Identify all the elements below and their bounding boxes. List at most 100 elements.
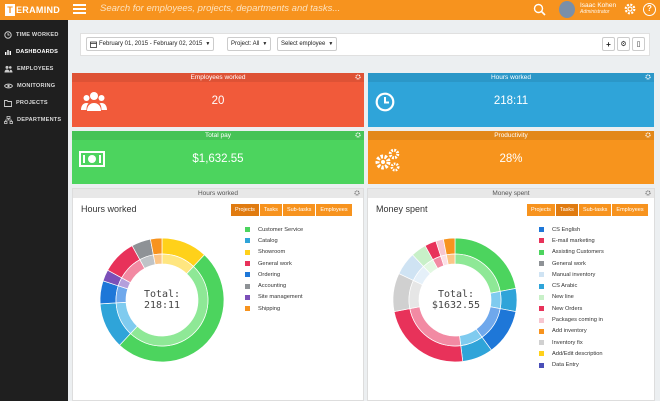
legend-item[interactable]: Manual inventory: [539, 269, 604, 280]
legend-label: Catalog: [258, 237, 278, 244]
hours-legend: Customer Service Catalog Showroom General w…: [245, 224, 303, 314]
tab-projects[interactable]: Projects: [231, 204, 260, 216]
top-bar: T ERAMIND Search for employees, projects…: [0, 0, 660, 20]
panel-header: Hours worked: [197, 190, 239, 197]
hours-worked-panel: Hours worked Hours worked Projects Tasks…: [72, 188, 364, 401]
avatar[interactable]: [559, 1, 575, 18]
money-spent-panel: Money spent Money spent Projects Tasks S…: [367, 188, 655, 401]
employee-select[interactable]: Select employee ▼: [277, 37, 338, 51]
sidebar-item-time-worked[interactable]: TIME WORKED: [0, 26, 68, 43]
project-filter[interactable]: Project: All ▼: [227, 37, 272, 51]
legend-label: Add/Edit description: [552, 350, 603, 357]
teramind-logo[interactable]: T ERAMIND: [0, 0, 68, 20]
tab-sub-tasks[interactable]: Sub-tasks: [282, 204, 317, 216]
legend-item[interactable]: Site management: [245, 292, 303, 303]
legend-item[interactable]: CS Arabic: [539, 280, 604, 291]
legend-item[interactable]: E-mail marketing: [539, 235, 604, 246]
legend-swatch: [245, 306, 250, 312]
money-icon: [79, 151, 105, 167]
sidebar-item-departments[interactable]: DEPARTMENTS: [0, 111, 68, 128]
sidebar-item-label: DEPARTMENTS: [17, 116, 62, 123]
legend-item[interactable]: Accounting: [245, 280, 303, 291]
legend-item[interactable]: Shipping: [245, 303, 303, 314]
settings-button[interactable]: ⚙: [617, 37, 630, 51]
gear-icon[interactable]: [355, 74, 361, 80]
legend-label: General work: [552, 260, 586, 267]
legend-item[interactable]: Add/Edit description: [539, 348, 604, 359]
hours-inner-segment[interactable]: [152, 253, 163, 266]
sidebar-item-employees[interactable]: EMPLOYEES: [0, 60, 68, 77]
total-label: Total:: [143, 289, 181, 300]
legend-item[interactable]: General work: [245, 258, 303, 269]
total-value: $1632.55: [431, 300, 481, 311]
legend-label: Manual inventory: [552, 271, 596, 278]
legend-item[interactable]: Add inventory: [539, 326, 604, 337]
legend-item[interactable]: General work: [539, 258, 604, 269]
gear-icon[interactable]: [354, 190, 360, 196]
date-range-picker[interactable]: February 01, 2015 - February 02, 2015 ▼: [86, 37, 215, 51]
legend-label: E-mail marketing: [552, 237, 595, 244]
tab-sub-tasks[interactable]: Sub-tasks: [578, 204, 613, 216]
tab-tasks[interactable]: Tasks: [259, 204, 283, 216]
legend-item[interactable]: Customer Service: [245, 224, 303, 235]
legend-item[interactable]: Data Entry: [539, 360, 604, 371]
legend-item[interactable]: Packages coming in: [539, 314, 604, 325]
total-label: Total:: [437, 289, 475, 300]
legend-swatch: [539, 328, 544, 334]
legend-item[interactable]: Ordering: [245, 269, 303, 280]
sidebar-item-projects[interactable]: PROJECTS: [0, 94, 68, 111]
legend-item[interactable]: Assisting Customers: [539, 247, 604, 258]
money-legend: CS English E-mail marketing Assisting Cust…: [539, 224, 604, 371]
gear-icon[interactable]: [645, 74, 651, 80]
employees-worked-value: 20: [211, 95, 225, 107]
export-button[interactable]: ▯: [632, 37, 645, 51]
filter-bar: February 01, 2015 - February 02, 2015 ▼ P…: [80, 33, 650, 56]
legend-label: Data Entry: [552, 362, 579, 369]
chevron-down-icon: ▼: [262, 41, 268, 47]
user-info[interactable]: Isaac Kohen Administrator: [580, 2, 616, 16]
legend-item[interactable]: CS English: [539, 224, 604, 235]
legend-swatch: [245, 249, 250, 255]
card-title: Total pay: [204, 132, 232, 139]
tab-employees[interactable]: Employees: [316, 204, 353, 216]
legend-swatch: [539, 351, 544, 357]
legend-item[interactable]: Inventory fix: [539, 337, 604, 348]
legend-item[interactable]: New line: [539, 292, 604, 303]
legend-label: Inventory fix: [552, 339, 583, 346]
eye-icon: [4, 83, 13, 88]
breakdown-tabs: Projects Tasks Sub-tasks Employees: [527, 204, 649, 216]
legend-label: CS Arabic: [552, 283, 578, 290]
legend-item[interactable]: New Orders: [539, 303, 604, 314]
money-inner-segment[interactable]: [445, 253, 456, 266]
tab-projects[interactable]: Projects: [527, 204, 556, 216]
add-widget-button[interactable]: +: [602, 37, 615, 51]
hamburger-menu-icon[interactable]: [73, 3, 86, 15]
employee-select-label: Select employee: [281, 41, 326, 47]
tab-employees[interactable]: Employees: [612, 204, 649, 216]
legend-swatch: [539, 340, 544, 346]
gear-icon[interactable]: [645, 190, 651, 196]
hours-worked-card: Hours worked 218:11: [368, 73, 654, 127]
gear-icon[interactable]: [645, 132, 651, 138]
legend-item[interactable]: Catalog: [245, 235, 303, 246]
chevron-down-icon: ▼: [328, 41, 334, 47]
sidebar-item-dashboards[interactable]: DASHBOARDS: [0, 43, 68, 60]
money-outer-segment[interactable]: [499, 287, 518, 313]
gear-icon[interactable]: [355, 132, 361, 138]
sitemap-icon: [4, 115, 13, 124]
sidebar-item-label: PROJECTS: [16, 99, 48, 106]
search-input[interactable]: Search for employees, projects, departme…: [100, 3, 341, 14]
legend-swatch: [539, 261, 544, 267]
legend-swatch: [539, 227, 544, 233]
users-group-icon: [81, 92, 107, 111]
help-icon[interactable]: ?: [643, 3, 656, 16]
legend-swatch: [539, 238, 544, 244]
panel-title: Hours worked: [81, 204, 137, 214]
search-icon[interactable]: [533, 3, 546, 16]
legend-item[interactable]: Showroom: [245, 247, 303, 258]
legend-label: New line: [552, 294, 574, 301]
tab-tasks[interactable]: Tasks: [555, 204, 579, 216]
sidebar-item-monitoring[interactable]: MONITORING: [0, 77, 68, 94]
gear-icon[interactable]: [623, 2, 637, 16]
employees-worked-card: Employees worked 20: [72, 73, 364, 127]
